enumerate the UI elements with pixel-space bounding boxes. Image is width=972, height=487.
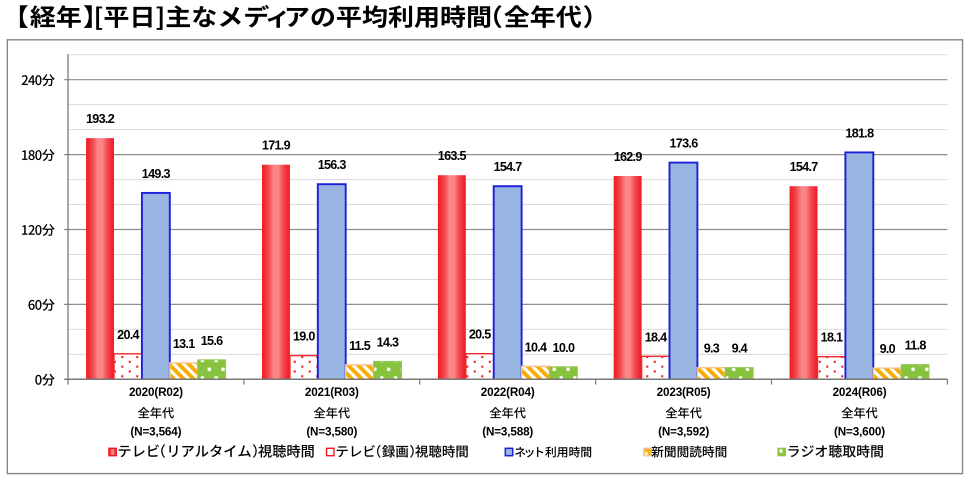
svg-text:2020(R02): 2020(R02) [129, 386, 183, 399]
svg-text:10.4: 10.4 [525, 340, 547, 354]
svg-text:181.8: 181.8 [845, 126, 874, 140]
svg-text:163.5: 163.5 [438, 149, 467, 163]
svg-text:20.4: 20.4 [117, 328, 139, 342]
svg-text:9.4: 9.4 [732, 342, 748, 356]
svg-text:18.1: 18.1 [821, 331, 843, 345]
svg-text:149.3: 149.3 [142, 167, 171, 181]
svg-text:173.6: 173.6 [669, 137, 698, 151]
svg-text:156.3: 156.3 [318, 158, 347, 172]
svg-text:2023(R05): 2023(R05) [657, 386, 711, 399]
svg-text:162.9: 162.9 [614, 150, 643, 164]
svg-text:193.2: 193.2 [86, 112, 115, 126]
svg-text:(N=3,600): (N=3,600) [834, 425, 885, 438]
svg-text:(N=3,592): (N=3,592) [658, 425, 709, 438]
svg-text:19.0: 19.0 [293, 330, 315, 344]
svg-text:15.6: 15.6 [201, 334, 223, 348]
svg-text:13.1: 13.1 [173, 337, 195, 351]
svg-text:20.5: 20.5 [469, 328, 491, 342]
svg-text:2022(R04): 2022(R04) [481, 386, 535, 399]
svg-text:9.0: 9.0 [880, 342, 896, 356]
svg-text:9.3: 9.3 [704, 342, 720, 356]
svg-text:(N=3,580): (N=3,580) [306, 425, 357, 438]
svg-text:2021(R03): 2021(R03) [305, 386, 359, 399]
svg-text:14.3: 14.3 [377, 335, 399, 349]
svg-text:18.4: 18.4 [645, 330, 667, 344]
svg-text:2024(R06): 2024(R06) [833, 386, 887, 399]
svg-text:11.5: 11.5 [349, 339, 371, 353]
svg-text:154.7: 154.7 [790, 160, 819, 174]
svg-text:171.9: 171.9 [262, 139, 291, 153]
svg-text:(N=3,564): (N=3,564) [130, 425, 181, 438]
svg-text:(N=3,588): (N=3,588) [482, 425, 533, 438]
svg-text:11.8: 11.8 [905, 339, 927, 353]
svg-text:154.7: 154.7 [494, 160, 523, 174]
svg-text:10.0: 10.0 [553, 341, 575, 355]
